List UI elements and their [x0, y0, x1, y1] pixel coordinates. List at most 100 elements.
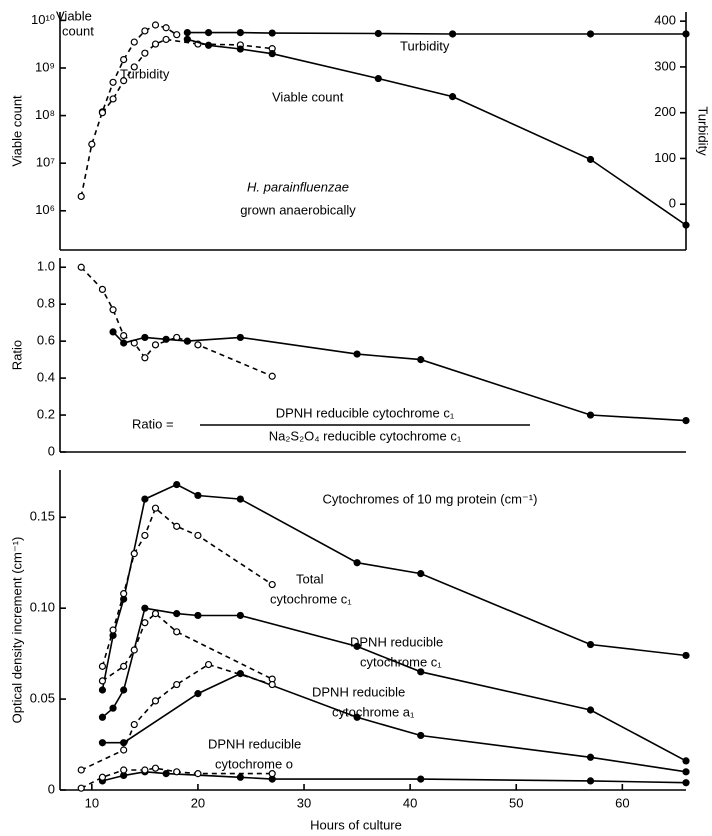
data-point: [141, 766, 149, 774]
y2-tick-label: 100: [654, 150, 676, 165]
data-point: [141, 495, 149, 503]
data-point: [353, 642, 361, 650]
data-point: [141, 531, 149, 540]
data-point: [204, 41, 213, 49]
data-point: [77, 784, 85, 792]
data-point: [194, 531, 202, 540]
data-point: [120, 332, 128, 340]
data-point: [77, 263, 85, 271]
data-point: [151, 21, 160, 29]
data-point: [77, 192, 85, 201]
annotation: cytochrome o: [215, 756, 293, 771]
data-point: [353, 713, 361, 721]
data-point: [236, 773, 244, 781]
data-point: [141, 619, 149, 627]
annotation: count: [62, 23, 94, 38]
y-tick-label: 0.6: [37, 333, 55, 348]
data-point: [194, 770, 202, 778]
data-point: [130, 38, 138, 46]
data-point: [417, 356, 425, 364]
y-tick-label: 0: [48, 443, 55, 458]
series-line: [102, 770, 687, 784]
data-point: [151, 610, 160, 618]
annotation: Na₂S₂O₄ reducible cytochrome c₁: [269, 428, 462, 443]
annotation: DPNH reducible cytochrome c₁: [276, 405, 455, 420]
series-line: [101, 38, 273, 114]
y2-axis-label: Turbidity: [696, 106, 711, 156]
data-point: [586, 777, 595, 785]
data-point: [586, 640, 595, 649]
annotation: grown anaerobically: [240, 202, 356, 217]
data-point: [77, 766, 85, 774]
data-point: [130, 646, 138, 654]
series-line: [112, 331, 687, 422]
y-tick-label: 10¹⁰: [31, 12, 55, 27]
data-point: [151, 40, 160, 48]
y-tick-label: 0.15: [30, 509, 55, 524]
y-tick-label: 0.10: [30, 600, 55, 615]
data-point: [98, 739, 107, 747]
data-point: [682, 221, 690, 229]
data-point: [586, 411, 595, 419]
data-point: [417, 731, 425, 740]
y2-tick-label: 0: [669, 196, 676, 211]
y-tick-label: 0.8: [37, 296, 55, 311]
data-point: [682, 416, 690, 425]
data-point: [682, 651, 690, 660]
y2-tick-label: 300: [654, 58, 676, 73]
data-point: [162, 335, 170, 343]
data-point: [268, 770, 276, 778]
data-point: [586, 155, 595, 164]
data-point: [194, 611, 202, 620]
data-point: [448, 30, 457, 38]
data-point: [141, 49, 149, 57]
y2-tick-label: 200: [654, 104, 676, 119]
data-point: [194, 690, 202, 698]
data-point: [120, 77, 128, 85]
data-point: [120, 662, 128, 670]
data-point: [120, 766, 128, 774]
annotation: Turbidity: [400, 38, 450, 53]
annotation: cytochrome c₁: [360, 654, 442, 669]
data-point: [109, 328, 117, 336]
data-point: [374, 74, 382, 83]
data-point: [268, 372, 276, 380]
y2-tick-label: 400: [654, 13, 676, 28]
data-point: [173, 480, 181, 489]
data-point: [682, 30, 690, 38]
data-point: [98, 713, 107, 721]
data-point: [173, 768, 181, 776]
data-point: [130, 550, 138, 558]
data-point: [162, 35, 170, 44]
data-point: [173, 628, 181, 636]
data-point: [120, 590, 128, 598]
y-axis-label: Ratio: [9, 340, 24, 370]
y-axis-label: Viable count: [9, 95, 24, 167]
data-point: [236, 495, 244, 503]
data-point: [98, 285, 107, 294]
data-point: [130, 63, 138, 71]
series-line: [80, 266, 273, 377]
data-point: [682, 768, 690, 776]
data-point: [353, 350, 361, 358]
series-line: [187, 38, 687, 226]
x-tick-label: 10: [85, 795, 99, 810]
data-point: [109, 704, 117, 712]
data-point: [183, 35, 191, 43]
series-line: [101, 506, 273, 667]
y-tick-label: 10⁷: [36, 155, 55, 170]
data-point: [173, 522, 181, 530]
data-point: [98, 677, 107, 685]
series-line: [80, 24, 178, 197]
data-point: [130, 720, 138, 729]
data-point: [120, 686, 128, 694]
data-point: [586, 30, 595, 38]
data-point: [162, 24, 170, 32]
data-point: [353, 559, 361, 567]
data-point: [162, 770, 170, 778]
data-point: [109, 78, 117, 86]
series-line: [187, 31, 686, 35]
annotation: cytochrome a₁: [332, 704, 415, 719]
data-point: [141, 604, 149, 612]
data-point: [88, 140, 96, 148]
